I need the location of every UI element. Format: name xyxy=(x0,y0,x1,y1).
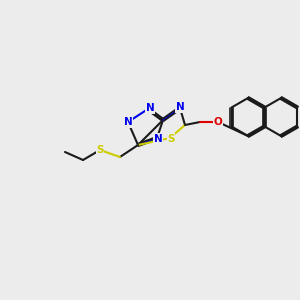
Text: N: N xyxy=(176,102,184,112)
Text: N: N xyxy=(154,134,162,144)
Text: O: O xyxy=(214,117,222,127)
Text: N: N xyxy=(124,117,132,127)
Text: S: S xyxy=(96,145,104,155)
Text: S: S xyxy=(167,134,175,144)
Text: N: N xyxy=(146,103,154,113)
